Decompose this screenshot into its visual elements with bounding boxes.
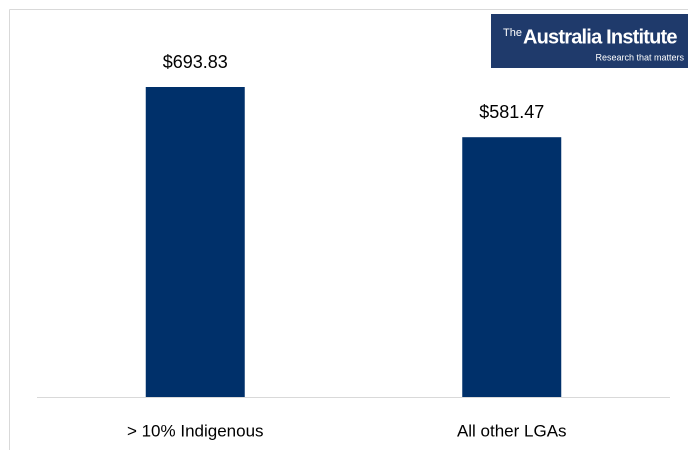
logo-name: Australia Institute [523,26,677,48]
data-label: $693.83 [163,52,228,72]
bar [462,137,562,398]
logo: The Australia Institute Research that ma… [491,14,688,68]
bar [145,87,245,397]
logo-prefix: The [503,27,522,39]
data-label: $581.47 [479,102,544,122]
logo-tagline: Research that matters [595,52,684,62]
x-tick-label: > 10% Indigenous [127,421,264,440]
logo-box [491,14,688,68]
x-tick-label: All other LGAs [457,421,567,440]
